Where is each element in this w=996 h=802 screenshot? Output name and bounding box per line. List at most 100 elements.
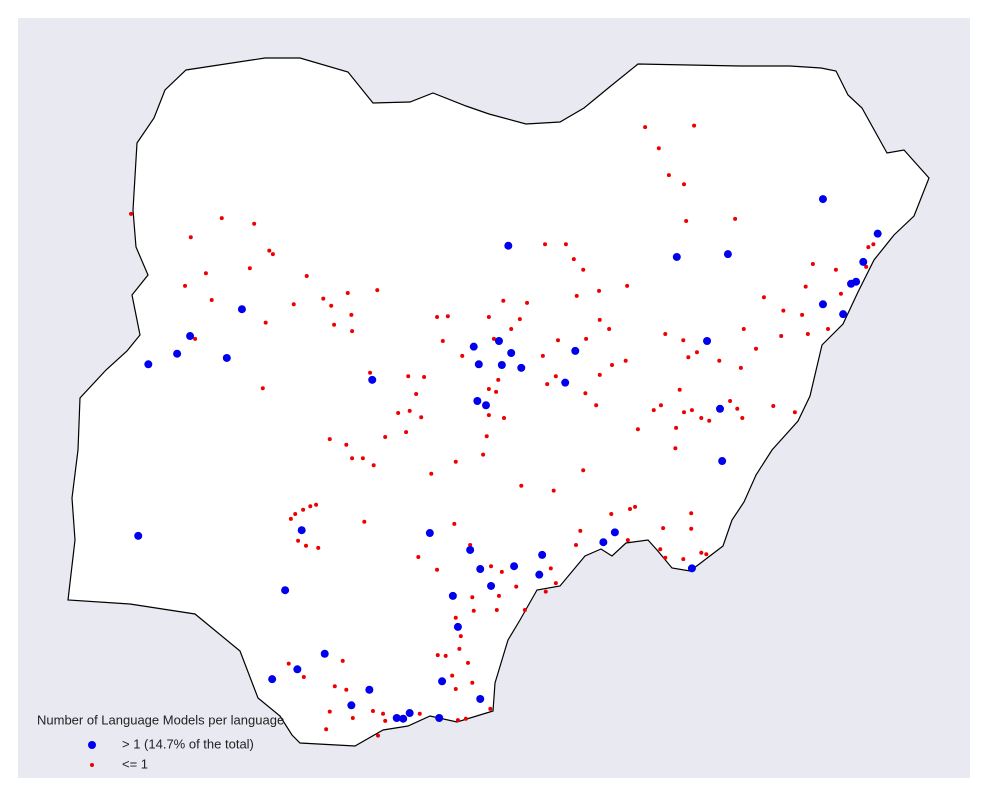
point [281,586,290,595]
point [494,607,499,612]
point [463,716,468,721]
point [491,336,496,341]
point [545,382,550,387]
point [263,320,268,325]
point [383,435,388,440]
point [486,387,491,392]
point [267,248,272,253]
point [365,685,374,694]
point [583,391,588,396]
point [237,305,246,314]
point [658,403,663,408]
point [286,661,291,666]
point [470,680,475,685]
point [703,336,712,345]
point [452,521,457,526]
point [517,317,522,322]
point [297,526,306,535]
point [609,511,614,516]
point [414,391,419,396]
point [535,570,544,579]
point [453,687,458,692]
point [610,528,619,537]
point [453,459,458,464]
point [405,709,414,718]
point [308,504,313,509]
point [344,687,349,692]
point [839,310,848,319]
point [362,519,367,524]
point [684,218,689,223]
point [687,564,696,573]
point [661,526,666,531]
point [517,363,526,372]
point [792,410,797,415]
point [422,375,427,380]
point [316,545,321,550]
point [597,317,602,322]
point [525,300,530,305]
point [800,312,805,317]
point [320,649,329,658]
points [129,123,882,738]
point [481,452,486,457]
point [847,279,856,288]
point [556,338,560,343]
point [628,507,632,512]
point [779,334,784,339]
point [818,195,827,204]
point [623,358,628,363]
point [666,173,671,178]
point [499,569,504,574]
point [296,538,301,543]
point [741,326,746,331]
legend-marker [88,741,96,749]
point [553,374,558,379]
point [399,714,408,723]
point [625,283,630,288]
point [551,488,556,493]
point [247,266,252,271]
point [699,550,704,555]
point [368,375,377,384]
point [293,665,302,674]
point [496,377,501,382]
point [222,353,231,362]
point [453,622,462,631]
point [761,295,766,300]
point [581,267,586,272]
point [501,298,506,303]
point [561,378,570,387]
point [417,711,422,716]
point [484,434,489,439]
point [482,401,490,410]
point [440,338,445,343]
point [635,427,640,432]
point [704,552,709,557]
point [864,264,869,269]
point [347,701,356,710]
point [672,252,681,261]
point [563,242,568,247]
point [134,531,143,540]
point [268,675,277,684]
point [682,410,686,415]
point [324,727,329,732]
point [332,322,337,327]
point [686,355,691,360]
point [350,329,355,334]
point [368,370,373,375]
point [496,593,501,598]
point [360,456,365,461]
point [733,216,738,221]
point [349,312,354,317]
point [658,547,663,552]
point [519,483,524,488]
point [826,326,830,331]
point [435,653,440,658]
point [833,267,838,272]
point [419,415,424,420]
legend-label: > 1 (14.7% of the total) [122,736,254,751]
point [260,386,265,391]
